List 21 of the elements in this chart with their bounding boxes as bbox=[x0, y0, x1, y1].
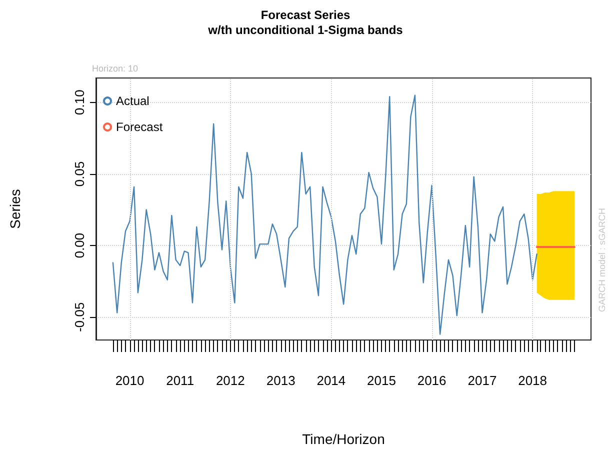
x-tick-label: 2018 bbox=[518, 373, 548, 388]
x-tick-label: 2012 bbox=[216, 373, 245, 388]
text: Horizon: 10 bbox=[92, 64, 138, 74]
chart-title: Forecast Series bbox=[260, 8, 351, 22]
x-tick-label: 2011 bbox=[166, 373, 194, 388]
x-tick-label: 2017 bbox=[468, 373, 497, 388]
y-tick-label: -0.05 bbox=[72, 302, 87, 332]
y-tick-label: 0.10 bbox=[72, 90, 87, 115]
legend-label: Forecast bbox=[116, 120, 164, 134]
x-tick-label: 2013 bbox=[266, 373, 296, 388]
y-tick-label: 0.00 bbox=[72, 232, 87, 258]
x-tick-label: 2014 bbox=[316, 373, 346, 388]
x-tick-label: 2015 bbox=[367, 373, 396, 388]
x-tick-label: 2016 bbox=[417, 373, 446, 388]
legend-label: Actual bbox=[116, 94, 150, 108]
y-axis-title: Series bbox=[7, 189, 23, 229]
x-axis-title: Time/Horizon bbox=[302, 431, 385, 447]
x-tick-label: 2010 bbox=[115, 373, 144, 388]
chart-subtitle: w/th unconditional 1-Sigma bands bbox=[207, 23, 404, 37]
line-series bbox=[112, 94, 538, 335]
y-tick-label: 0.05 bbox=[72, 161, 87, 187]
